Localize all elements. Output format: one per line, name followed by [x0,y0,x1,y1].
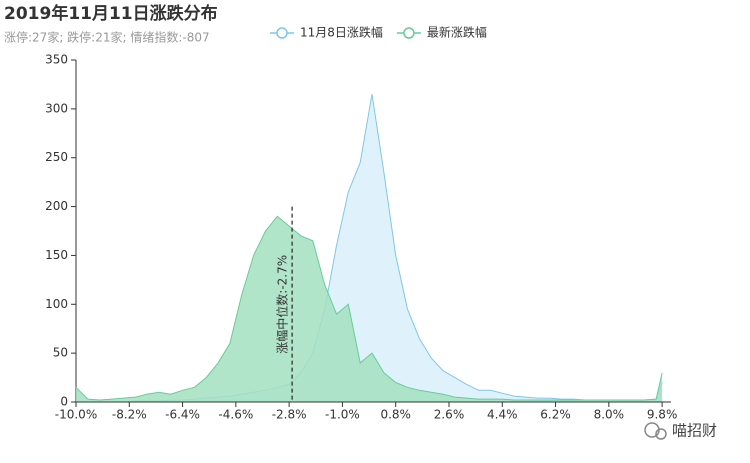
y-tick-label: 200 [45,199,68,213]
area-fill [76,216,663,402]
area-line [75,215,663,401]
watermark-icon [644,422,667,440]
x-tick-label: -4.6% [218,408,253,422]
y-tick-label: 50 [53,346,68,360]
y-tick-label: 250 [45,150,68,164]
legend-marker [276,27,288,39]
x-tick-label: 2.6% [434,408,465,422]
watermark: 喵招财 [672,422,717,440]
y-tick-label: 300 [45,101,68,115]
legend-item[interactable]: 最新涨跌幅 [396,25,487,40]
legend-label: 11月8日涨跌幅 [300,25,383,40]
legend-item[interactable]: 11月8日涨跌幅 [270,25,383,40]
y-tick-label: 150 [45,248,68,262]
y-tick-label: 0 [60,395,68,409]
x-tick-label: -6.4% [165,408,200,422]
x-tick-label: 4.4% [487,408,518,422]
x-tick-label: 8.0% [594,408,625,422]
x-tick-label: 9.8% [647,408,678,422]
y-tick-label: 350 [45,53,68,67]
legend-marker [403,27,415,39]
chart-subtitle: 涨停:27家; 跌停:21家; 情绪指数:-807 [4,30,210,45]
x-tick-label: 6.2% [540,408,571,422]
x-tick-label: -8.2% [112,408,147,422]
x-tick-label: 0.8% [380,408,411,422]
x-tick-label: -1.0% [325,408,360,422]
x-tick-label: -2.8% [272,408,307,422]
area-fill [76,94,663,402]
median-label: 涨幅中位数:-2.7% [275,255,290,354]
chart-title: 2019年11月11日涨跌分布 [4,3,218,24]
x-tick-label: -10.0% [55,408,97,422]
y-tick-label: 100 [45,297,68,311]
legend-label: 最新涨跌幅 [427,25,487,40]
